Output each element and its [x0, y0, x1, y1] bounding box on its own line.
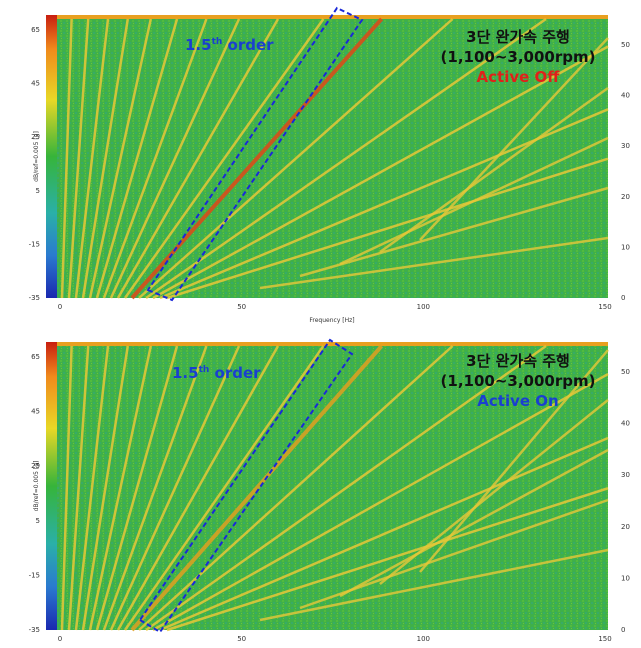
harmonic-line: [379, 399, 609, 585]
order-line: [88, 345, 153, 631]
y-axis-label: dB/ref=0.005 [g]: [33, 131, 40, 182]
order-line: [138, 345, 454, 631]
harmonic-line: [339, 448, 609, 598]
order-label: 1.5th order: [185, 36, 274, 54]
left-tick-label: 45: [31, 80, 40, 88]
colorbar-strip: [46, 342, 57, 630]
order-line: [166, 487, 609, 632]
x-tick-label: 100: [417, 635, 430, 643]
map-background: [57, 342, 608, 630]
left-tick-label: 25: [31, 462, 40, 470]
order-base: 1.5: [185, 36, 212, 54]
order-line: [67, 18, 90, 299]
order-line: [81, 345, 130, 631]
left-tick-label: 45: [31, 408, 40, 416]
order-line: [130, 17, 384, 300]
order-line: [138, 18, 454, 299]
harmonic-line: [259, 236, 609, 290]
right-tick-label: 40: [621, 420, 630, 428]
x-tick-label: 50: [237, 635, 246, 643]
x-tick-label: 150: [598, 635, 611, 643]
order-line: [88, 18, 153, 299]
order-line: [95, 18, 179, 299]
order-line: [102, 18, 208, 299]
order-line: [95, 345, 179, 631]
order-line: [74, 18, 110, 299]
left-tick-label: 5: [36, 187, 40, 195]
left-tick-label: -15: [29, 240, 40, 248]
right-tick-label: 10: [621, 243, 630, 251]
order-line: [109, 18, 241, 299]
annotation-line: 3단 완가속 주행: [466, 28, 570, 46]
right-tick-label: 20: [621, 193, 630, 201]
order-line: [109, 345, 241, 631]
colorbar-strip: [46, 15, 57, 298]
order-rest: order: [222, 36, 274, 54]
harmonic-line: [339, 136, 609, 266]
harmonic-line: [419, 349, 609, 573]
order-line: [166, 157, 609, 300]
right-tick-label: 30: [621, 471, 630, 479]
active-state: Active Off: [477, 68, 561, 86]
order-line: [60, 345, 73, 631]
order-sup: th: [199, 365, 210, 375]
right-tick-label: 10: [621, 574, 630, 582]
order-line: [159, 436, 609, 632]
x-tick-label: 0: [58, 303, 62, 311]
order-line: [67, 345, 90, 631]
order-line: [123, 345, 325, 631]
x-tick-label: 50: [237, 303, 246, 311]
order-line: [116, 345, 280, 631]
right-tick-label: 0: [621, 626, 625, 634]
order-line: [60, 18, 73, 299]
order-highlight-box: [138, 338, 354, 634]
harmonic-line: [299, 186, 609, 278]
order-line: [130, 344, 384, 632]
left-tick-label: 65: [31, 353, 40, 361]
top-band: [57, 15, 608, 19]
order-line: [152, 372, 609, 632]
order-base: 1.5: [172, 364, 199, 382]
right-tick-label: 50: [621, 368, 630, 376]
right-tick-label: 50: [621, 41, 630, 49]
order-line: [152, 45, 609, 300]
harmonic-line: [379, 86, 609, 254]
right-tick-label: 30: [621, 142, 630, 150]
right-tick-label: 20: [621, 523, 630, 531]
order-line: [81, 18, 130, 299]
active-state: Active On: [477, 392, 558, 410]
order-rest: order: [209, 364, 261, 382]
left-tick-label: 5: [36, 517, 40, 525]
order-line: [145, 17, 547, 300]
order-label: 1.5th order: [172, 364, 261, 382]
order-sup: th: [212, 37, 223, 47]
x-axis-label: Frequency [Hz]: [309, 317, 354, 324]
y-axis-label: dB/ref=0.005 [g]: [33, 461, 40, 512]
order-line: [145, 344, 547, 632]
left-tick-label: 65: [31, 26, 40, 34]
top-band: [57, 342, 608, 346]
x-tick-label: 0: [58, 635, 62, 643]
order-highlight-box: [146, 6, 364, 302]
harmonic-line: [259, 548, 609, 622]
order-line: [102, 345, 208, 631]
left-tick-label: -35: [29, 294, 40, 302]
annotation-line: (1,100~3,000rpm): [441, 48, 596, 66]
order-line: [116, 18, 280, 299]
right-tick-label: 0: [621, 294, 625, 302]
x-tick-label: 150: [598, 303, 611, 311]
annotation-line: (1,100~3,000rpm): [441, 372, 596, 390]
x-tick-label: 100: [417, 303, 430, 311]
order-line: [123, 18, 325, 299]
left-tick-label: -15: [29, 571, 40, 579]
right-tick-label: 40: [621, 92, 630, 100]
harmonic-line: [419, 37, 609, 241]
order-line: [74, 345, 110, 631]
left-tick-label: 25: [31, 133, 40, 141]
annotation-line: 3단 완가속 주행: [466, 352, 570, 370]
left-tick-label: -35: [29, 626, 40, 634]
